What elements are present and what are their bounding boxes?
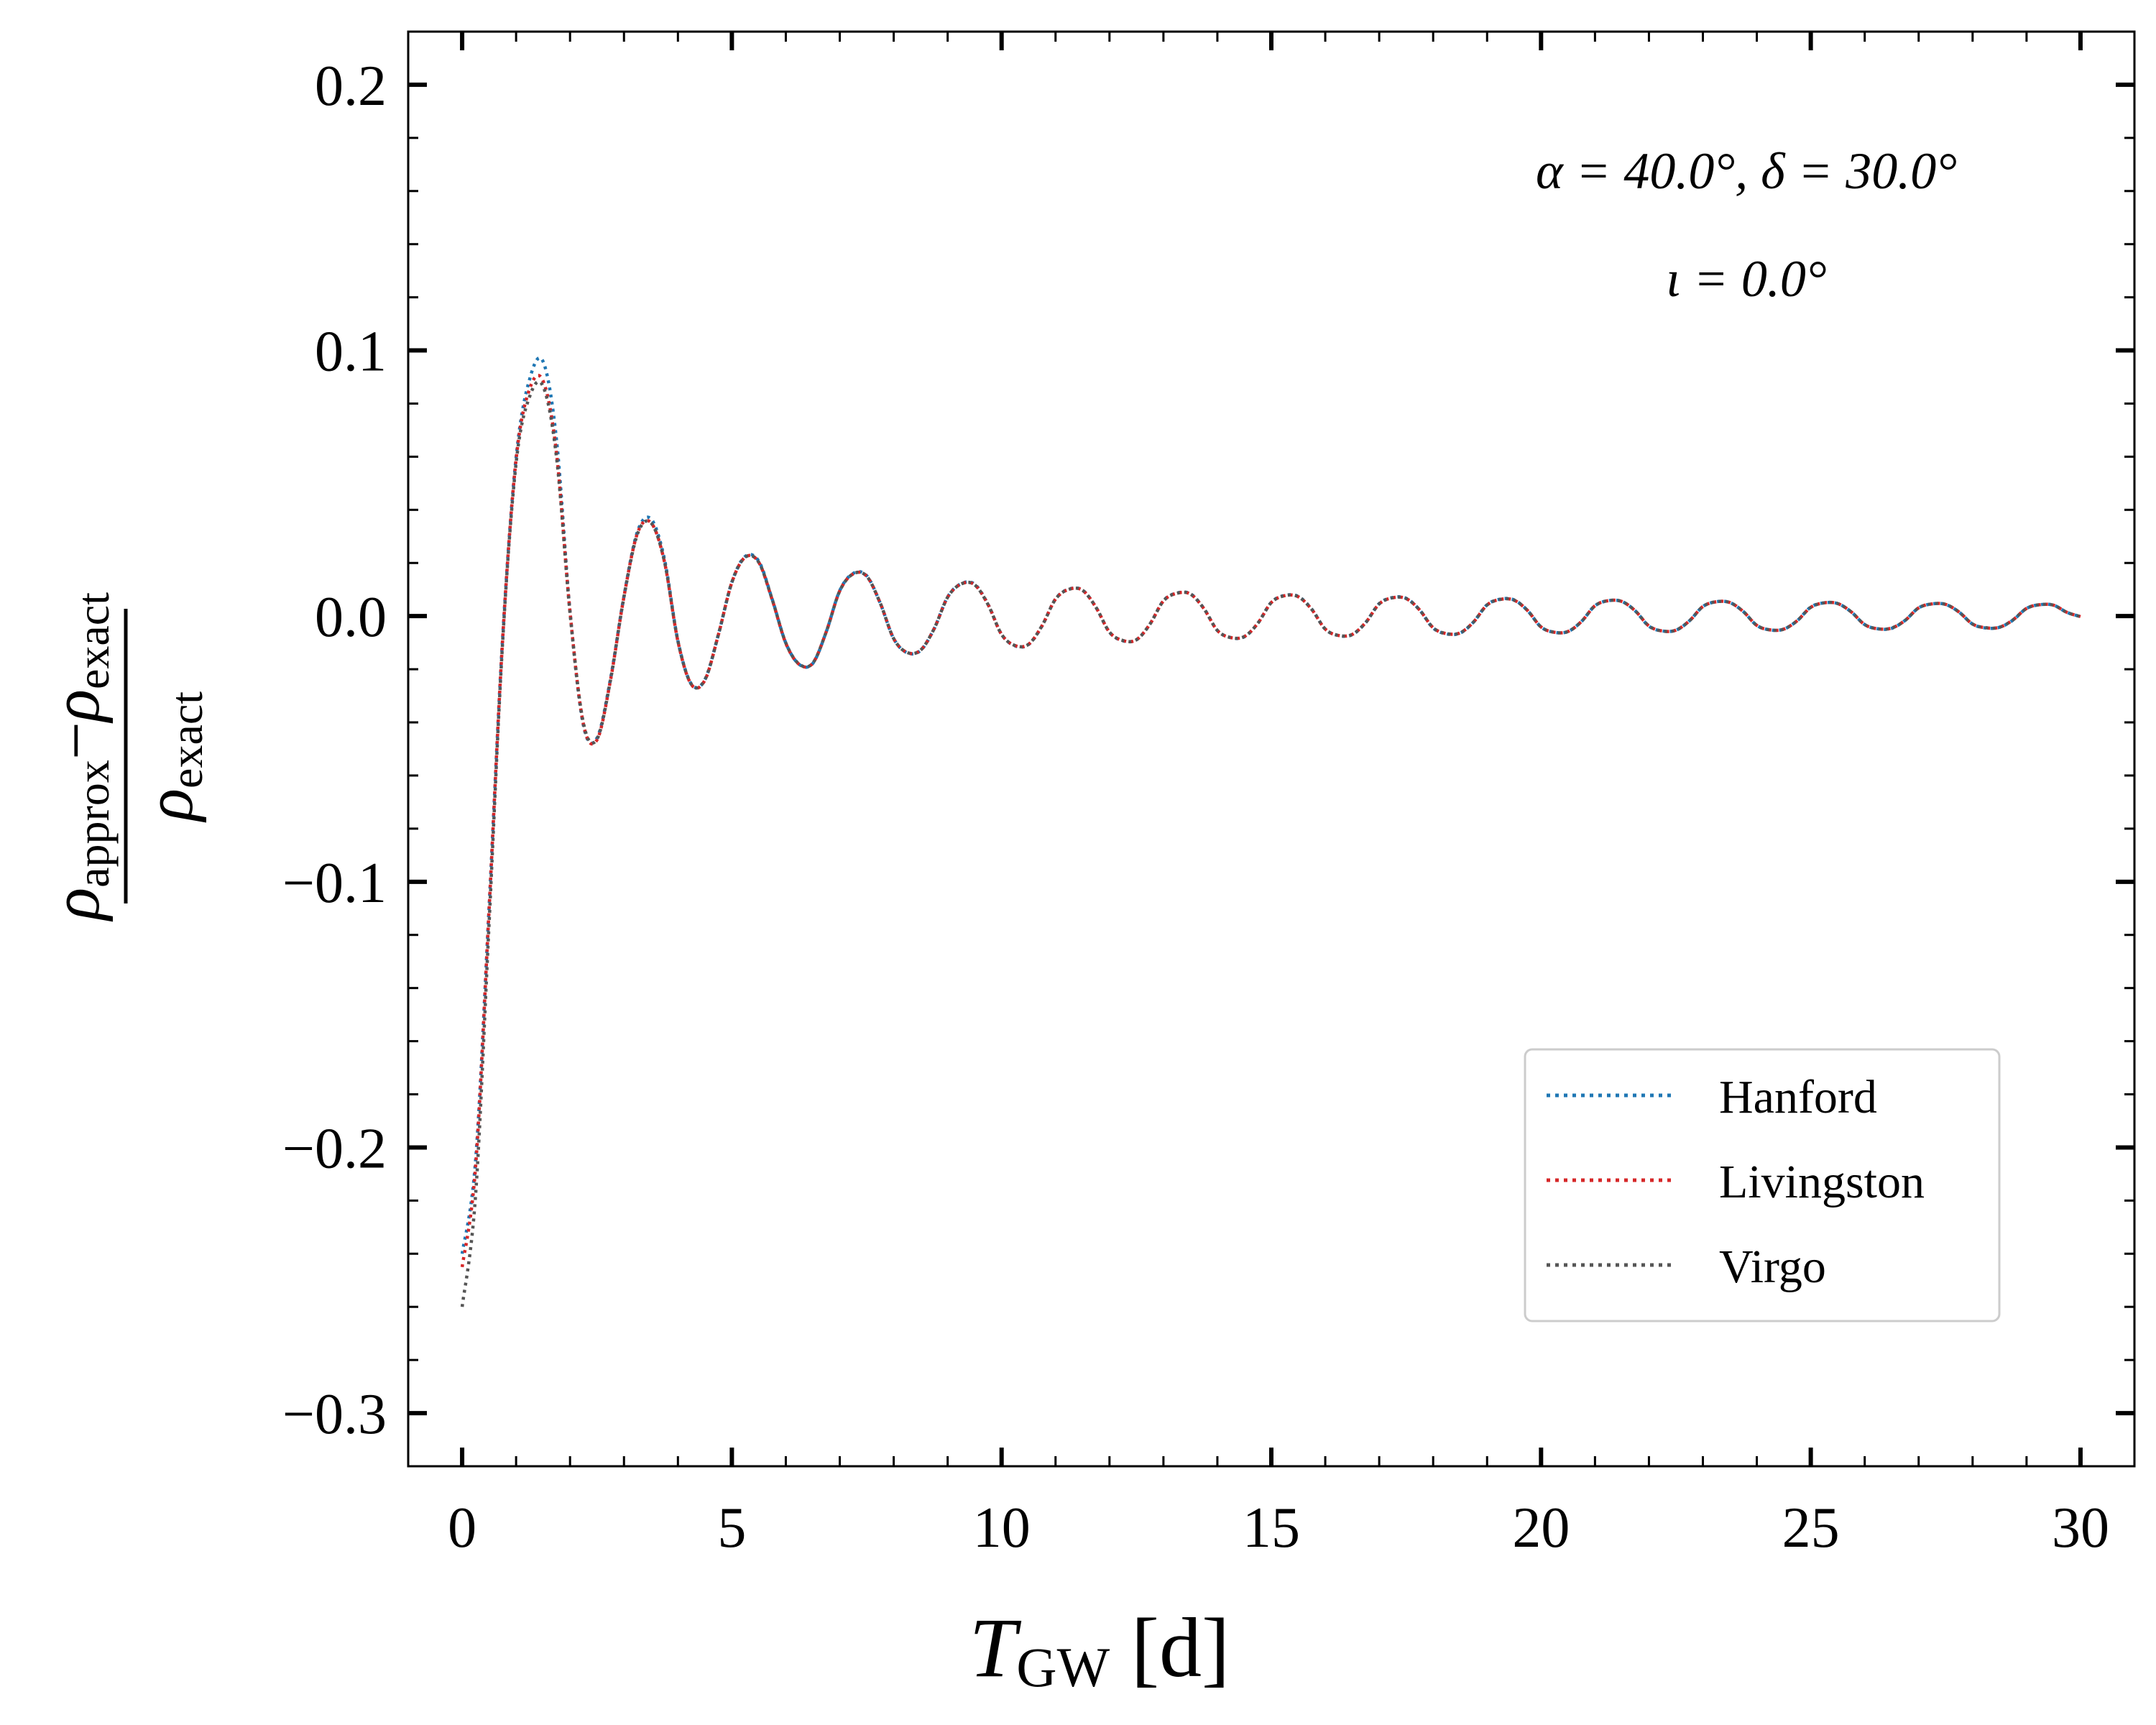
annotation-inclination: ι = 0.0° [1666,250,1826,308]
legend-label-livingston: Livingston [1719,1156,1925,1208]
x-axis-label-unit: [d] [1110,1601,1230,1695]
x-axis-label-main: T [969,1601,1022,1695]
y-tick-label: 0.1 [315,321,387,384]
y-axis-label-numerator: ρapprox−ρexact [39,592,119,922]
legend: Hanford Livingston Virgo [1524,1048,2001,1322]
y-label-sub-exact-den: exact [161,691,212,788]
y-tick-label: −0.2 [282,1117,387,1180]
y-tick-label: 0.0 [315,586,387,649]
y-label-rho-b: ρ [39,689,114,724]
x-tick-label: 10 [973,1496,1031,1560]
y-label-rho-den: ρ [132,788,207,823]
y-axis-label-denominator: ρexact [132,691,212,823]
legend-label-hanford: Hanford [1719,1071,1877,1123]
y-tick-label: −0.1 [282,852,387,915]
y-tick-label: 0.2 [315,55,387,118]
y-axis-label: ρapprox−ρexact ρexact [39,592,212,922]
x-axis-label-sub: GW [1016,1636,1110,1698]
y-tick-label: −0.3 [282,1383,387,1446]
data-series [460,356,2081,1307]
legend-label-virgo: Virgo [1719,1241,1826,1293]
x-tick-label: 30 [2052,1496,2109,1560]
y-label-minus: − [39,722,114,760]
y-label-sub-approx: approx [68,760,119,888]
annotation-angles: α = 40.0°, δ = 30.0° [1536,142,1957,200]
x-tick-label: 20 [1512,1496,1570,1560]
x-tick-label: 15 [1243,1496,1300,1560]
x-tick-label: 5 [717,1496,746,1560]
x-tick-label: 0 [448,1496,476,1560]
series-line-livingston [460,373,2081,1268]
axis-ticks [407,30,2136,1468]
y-label-rho-a: ρ [39,888,114,922]
y-label-sub-exact-num: exact [68,592,119,689]
legend-box [1524,1048,2001,1322]
axis-tick-labels: 0 5 10 15 20 25 30 −0.3 −0.2 −0.1 0.0 0.1 0.2 [282,55,2109,1560]
x-tick-label: 25 [1782,1496,1840,1560]
x-axis-label: TGW [d] [969,1601,1230,1698]
